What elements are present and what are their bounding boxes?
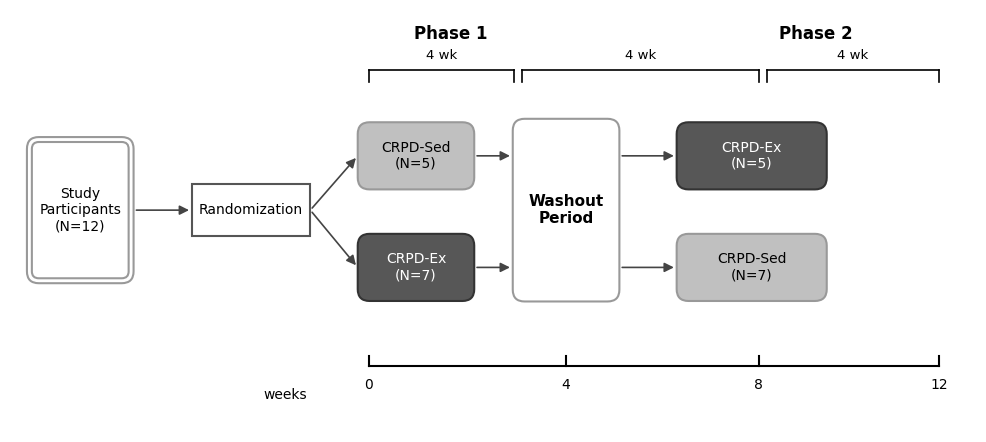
Text: Study
Participants
(N=12): Study Participants (N=12) xyxy=(39,187,121,233)
Text: 4 wk: 4 wk xyxy=(837,49,869,62)
FancyBboxPatch shape xyxy=(676,234,826,301)
Text: weeks: weeks xyxy=(263,388,308,402)
FancyBboxPatch shape xyxy=(676,122,826,190)
Text: 12: 12 xyxy=(931,378,949,392)
FancyBboxPatch shape xyxy=(513,119,619,301)
FancyBboxPatch shape xyxy=(358,234,474,301)
Text: 4 wk: 4 wk xyxy=(426,49,457,62)
Text: CRPD-Sed
(N=7): CRPD-Sed (N=7) xyxy=(717,252,787,282)
Text: CRPD-Ex
(N=5): CRPD-Ex (N=5) xyxy=(722,141,782,171)
FancyBboxPatch shape xyxy=(27,137,133,283)
Text: CRPD-Sed
(N=5): CRPD-Sed (N=5) xyxy=(382,141,451,171)
Text: 8: 8 xyxy=(754,378,763,392)
Text: 4 wk: 4 wk xyxy=(624,49,656,62)
Text: 4: 4 xyxy=(562,378,571,392)
FancyBboxPatch shape xyxy=(358,122,474,190)
Text: CRPD-Ex
(N=7): CRPD-Ex (N=7) xyxy=(386,252,447,282)
Text: Phase 2: Phase 2 xyxy=(779,25,853,43)
FancyBboxPatch shape xyxy=(192,184,311,236)
Text: 0: 0 xyxy=(364,378,373,392)
Text: Phase 1: Phase 1 xyxy=(414,25,487,43)
Text: Washout
Period: Washout Period xyxy=(528,194,603,226)
Text: Randomization: Randomization xyxy=(199,203,303,217)
